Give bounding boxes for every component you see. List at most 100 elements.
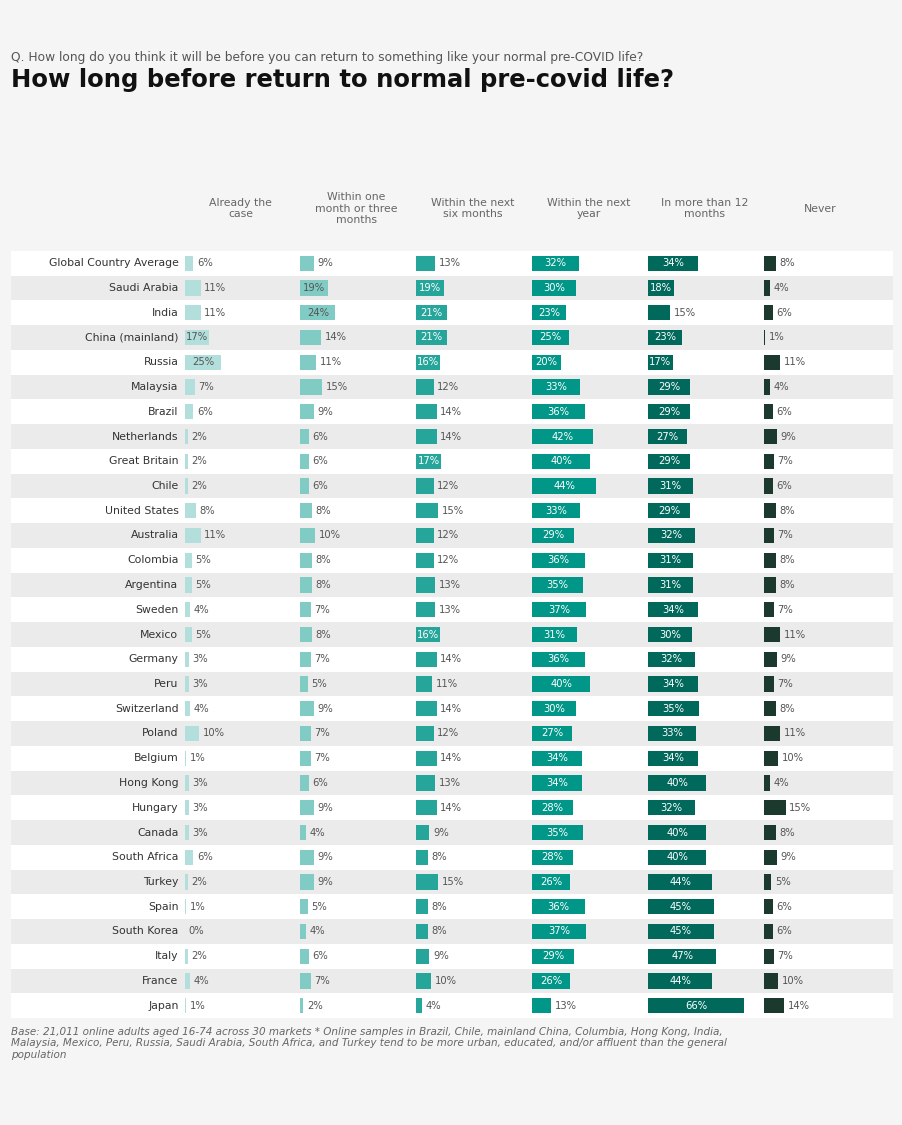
Bar (417, 651, 437, 667)
Text: 9%: 9% (318, 259, 333, 268)
Bar (648, 354, 673, 370)
Bar (532, 577, 584, 593)
Bar (300, 800, 314, 816)
Text: Within the next
year: Within the next year (547, 198, 630, 219)
Bar (300, 305, 336, 321)
Bar (11, 696, 893, 721)
Bar (532, 404, 584, 420)
Text: 30%: 30% (543, 704, 565, 713)
Bar (300, 948, 309, 964)
Bar (11, 894, 893, 919)
Text: 9%: 9% (318, 878, 333, 886)
Bar (300, 503, 312, 519)
Text: 8%: 8% (316, 556, 331, 565)
Bar (300, 280, 328, 296)
Bar (532, 676, 591, 692)
Bar (300, 924, 307, 939)
Bar (764, 379, 769, 395)
Bar (300, 973, 310, 989)
Text: 5%: 5% (196, 580, 211, 590)
Bar (532, 453, 591, 469)
Text: 30%: 30% (659, 630, 681, 639)
Text: 14%: 14% (440, 754, 462, 763)
Text: 40%: 40% (667, 828, 688, 837)
Text: 7%: 7% (314, 729, 330, 738)
Bar (11, 276, 893, 300)
Text: South Korea: South Korea (112, 927, 179, 936)
Bar (417, 528, 434, 543)
Text: 9%: 9% (318, 803, 333, 812)
Bar (764, 627, 780, 642)
Text: South Africa: South Africa (112, 853, 179, 862)
Bar (417, 503, 438, 519)
Text: 17%: 17% (649, 358, 671, 367)
Bar (185, 404, 193, 420)
Text: 20%: 20% (536, 358, 557, 367)
Text: 4%: 4% (773, 382, 789, 391)
Bar (764, 973, 778, 989)
Bar (185, 775, 189, 791)
Bar (300, 552, 312, 568)
Text: 6%: 6% (197, 853, 213, 862)
Bar (532, 825, 584, 840)
Bar (648, 478, 693, 494)
Bar (648, 404, 690, 420)
Text: 14%: 14% (440, 432, 462, 441)
Bar (532, 899, 584, 915)
Text: 4%: 4% (309, 828, 326, 837)
Text: Base: 21,011 online adults aged 16-74 across 30 markets * Online samples in Braz: Base: 21,011 online adults aged 16-74 ac… (11, 1026, 727, 1060)
Text: 7%: 7% (314, 754, 330, 763)
Text: 7%: 7% (314, 605, 330, 614)
Text: 29%: 29% (658, 457, 680, 466)
Text: 7%: 7% (314, 655, 330, 664)
Text: 27%: 27% (657, 432, 679, 441)
Bar (532, 849, 573, 865)
Text: 11%: 11% (204, 284, 226, 292)
Text: 11%: 11% (784, 358, 805, 367)
Text: United States: United States (105, 506, 179, 515)
Text: Australia: Australia (131, 531, 179, 540)
Text: 33%: 33% (546, 382, 567, 391)
Text: 12%: 12% (437, 482, 459, 490)
Bar (417, 973, 431, 989)
Text: 45%: 45% (670, 927, 692, 936)
Bar (417, 379, 434, 395)
Bar (11, 300, 893, 325)
Bar (300, 899, 308, 915)
Bar (11, 771, 893, 795)
Text: 3%: 3% (192, 655, 208, 664)
Bar (417, 948, 429, 964)
Text: 35%: 35% (663, 704, 685, 713)
Text: 11%: 11% (204, 308, 226, 317)
Text: 7%: 7% (778, 680, 794, 688)
Text: 6%: 6% (313, 482, 328, 490)
Text: 8%: 8% (779, 506, 795, 515)
Text: 10%: 10% (203, 729, 225, 738)
Bar (648, 627, 692, 642)
Text: 8%: 8% (199, 506, 216, 515)
Bar (648, 998, 744, 1014)
Text: Turkey: Turkey (143, 878, 179, 886)
Bar (185, 676, 189, 692)
Text: 6%: 6% (313, 432, 328, 441)
Text: Malaysia: Malaysia (131, 382, 179, 391)
Bar (417, 602, 436, 618)
Bar (11, 746, 893, 771)
Text: 21%: 21% (420, 308, 443, 317)
Bar (300, 255, 314, 271)
Bar (532, 874, 570, 890)
Text: Within one
month or three
months: Within one month or three months (316, 192, 398, 225)
Bar (764, 453, 774, 469)
Bar (185, 255, 193, 271)
Text: 34%: 34% (662, 605, 684, 614)
Text: 14%: 14% (440, 803, 462, 812)
Text: 14%: 14% (440, 407, 462, 416)
Text: 6%: 6% (313, 778, 328, 787)
Bar (648, 775, 706, 791)
Bar (648, 874, 712, 890)
Bar (417, 478, 434, 494)
Bar (532, 255, 579, 271)
Bar (648, 280, 675, 296)
Text: Switzerland: Switzerland (115, 704, 179, 713)
Text: 40%: 40% (667, 778, 688, 787)
